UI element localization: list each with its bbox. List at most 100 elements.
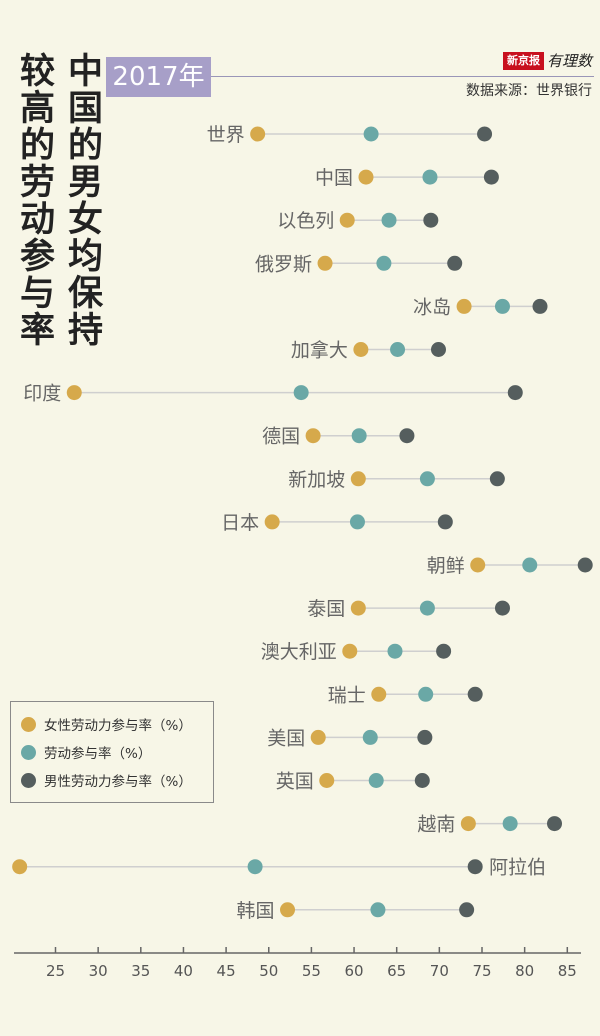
row-10-country-label: 朝鲜 bbox=[427, 555, 465, 577]
row-2-female-dot bbox=[339, 212, 355, 228]
header-rule bbox=[211, 76, 594, 77]
row-18-female-dot bbox=[280, 902, 296, 918]
row-11-female-dot bbox=[350, 600, 366, 616]
row-17-overall-dot bbox=[247, 859, 263, 875]
legend-swatch-overall bbox=[21, 744, 36, 760]
legend-swatch-male bbox=[21, 772, 36, 788]
row-4-overall-dot bbox=[494, 298, 510, 314]
row-4-male-dot bbox=[532, 298, 548, 314]
row-18-male-dot bbox=[459, 902, 475, 918]
row-0-overall-dot bbox=[363, 126, 379, 142]
legend-label-female: 女性劳动力参与率（%） bbox=[44, 718, 192, 734]
legend: 女性劳动力参与率（%） 劳动参与率（%） 男性劳动力参与率（%） bbox=[10, 701, 214, 803]
row-17-female-dot bbox=[12, 859, 28, 875]
x-tick-label-65: 65 bbox=[387, 962, 406, 980]
x-tick-label-25: 25 bbox=[46, 962, 65, 980]
row-5-overall-dot bbox=[390, 342, 406, 357]
row-13-overall-dot bbox=[418, 686, 434, 702]
row-0-female-dot bbox=[250, 126, 266, 142]
x-tick-label-85: 85 bbox=[558, 962, 577, 980]
row-3-country-label: 俄罗斯 bbox=[255, 253, 312, 275]
row-2-country-label: 以色列 bbox=[277, 210, 334, 232]
row-4-country-label: 冰岛 bbox=[413, 296, 451, 318]
brand-logo: 新京报 有理数 bbox=[502, 50, 592, 71]
row-1-male-dot bbox=[483, 169, 499, 185]
row-8-male-dot bbox=[489, 471, 505, 487]
row-7-overall-dot bbox=[351, 428, 367, 444]
row-18-country-label: 韩国 bbox=[237, 900, 275, 922]
row-1-overall-dot bbox=[422, 169, 438, 185]
row-12-overall-dot bbox=[387, 643, 403, 659]
row-15-overall-dot bbox=[368, 773, 384, 788]
x-tick-label-55: 55 bbox=[302, 962, 321, 980]
row-0-country-label: 世界 bbox=[207, 124, 245, 146]
row-13-male-dot bbox=[467, 686, 483, 702]
row-9-female-dot bbox=[264, 514, 280, 530]
row-15-female-dot bbox=[319, 773, 335, 788]
row-11-male-dot bbox=[494, 600, 510, 616]
row-5-female-dot bbox=[353, 342, 369, 357]
row-6-male-dot bbox=[507, 385, 523, 401]
row-7-female-dot bbox=[305, 428, 321, 444]
row-8-overall-dot bbox=[419, 471, 435, 487]
row-16-country-label: 越南 bbox=[417, 814, 455, 836]
brand-column-name: 有理数 bbox=[546, 52, 592, 70]
row-2-overall-dot bbox=[381, 212, 397, 228]
row-6-female-dot bbox=[66, 385, 82, 401]
brand-name: 新京报 bbox=[502, 51, 544, 70]
x-tick-label-80: 80 bbox=[515, 962, 534, 980]
row-16-female-dot bbox=[460, 816, 476, 832]
row-1-female-dot bbox=[358, 169, 374, 185]
row-15-male-dot bbox=[414, 773, 430, 788]
row-16-overall-dot bbox=[502, 816, 518, 832]
row-6-overall-dot bbox=[293, 385, 309, 401]
x-tick-label-30: 30 bbox=[89, 962, 108, 980]
x-tick-label-75: 75 bbox=[472, 962, 491, 980]
row-6-country-label: 印度 bbox=[23, 383, 61, 405]
year-badge: 2017年 bbox=[106, 57, 211, 97]
row-3-female-dot bbox=[317, 255, 333, 271]
row-5-male-dot bbox=[430, 342, 446, 357]
row-10-overall-dot bbox=[522, 557, 538, 573]
row-8-country-label: 新加坡 bbox=[288, 469, 345, 491]
row-12-male-dot bbox=[436, 643, 452, 659]
row-5-country-label: 加拿大 bbox=[291, 339, 348, 362]
x-tick-label-35: 35 bbox=[131, 962, 150, 980]
row-7-country-label: 德国 bbox=[262, 426, 300, 448]
title-line-1: 中国的男女均保持 bbox=[62, 52, 102, 348]
row-10-female-dot bbox=[470, 557, 486, 573]
x-tick-label-60: 60 bbox=[345, 962, 364, 980]
row-15-country-label: 英国 bbox=[276, 771, 314, 793]
row-17-male-dot bbox=[467, 859, 483, 875]
row-10-male-dot bbox=[577, 557, 593, 573]
row-12-country-label: 澳大利亚 bbox=[261, 641, 337, 663]
row-3-male-dot bbox=[447, 255, 463, 271]
row-0-male-dot bbox=[477, 126, 493, 142]
legend-swatch-female bbox=[21, 716, 36, 732]
legend-item-male: 男性劳动力参与率（%） bbox=[21, 766, 213, 794]
legend-item-overall: 劳动参与率（%） bbox=[21, 738, 213, 766]
row-14-female-dot bbox=[310, 729, 326, 745]
row-18-overall-dot bbox=[370, 902, 386, 918]
row-11-overall-dot bbox=[419, 600, 435, 616]
row-13-country-label: 瑞士 bbox=[328, 684, 366, 706]
x-tick-label-45: 45 bbox=[217, 962, 236, 980]
row-14-overall-dot bbox=[362, 729, 378, 745]
row-14-country-label: 美国 bbox=[267, 727, 305, 749]
data-source: 数据来源：世界银行 bbox=[466, 83, 592, 99]
legend-label-overall: 劳动参与率（%） bbox=[44, 746, 152, 762]
row-1-country-label: 中国 bbox=[315, 167, 353, 189]
x-tick-label-70: 70 bbox=[430, 962, 449, 980]
row-9-male-dot bbox=[437, 514, 453, 530]
x-tick-label-50: 50 bbox=[259, 962, 278, 980]
row-11-country-label: 泰国 bbox=[307, 598, 345, 620]
row-13-female-dot bbox=[371, 686, 387, 702]
row-2-male-dot bbox=[423, 212, 439, 228]
legend-item-female: 女性劳动力参与率（%） bbox=[21, 710, 213, 738]
row-7-male-dot bbox=[399, 428, 415, 444]
row-8-female-dot bbox=[350, 471, 366, 487]
row-9-country-label: 日本 bbox=[221, 512, 259, 534]
row-16-male-dot bbox=[547, 816, 563, 832]
